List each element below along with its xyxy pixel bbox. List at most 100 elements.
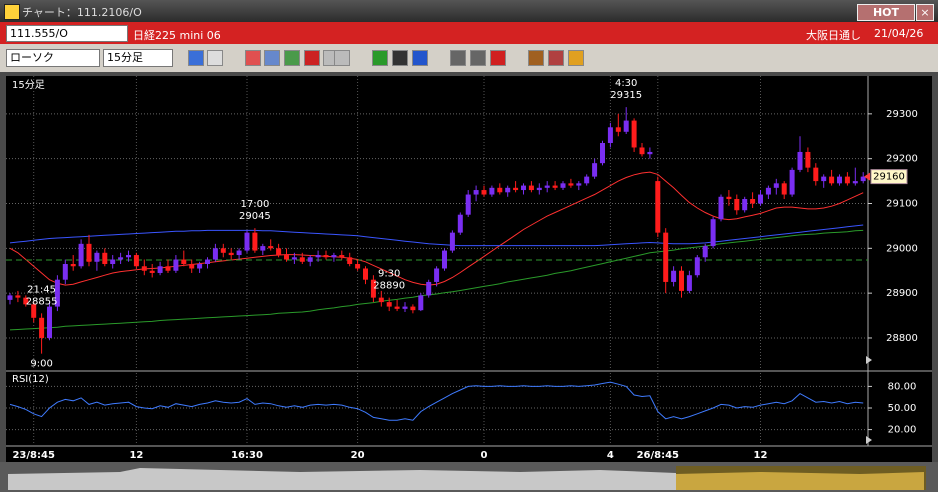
candle-body bbox=[70, 264, 76, 267]
candle-body bbox=[181, 259, 187, 265]
tool-icon[interactable] bbox=[568, 50, 584, 66]
candle-body bbox=[205, 259, 210, 265]
candle-body bbox=[86, 243, 92, 262]
x-tick-label: 16:30 bbox=[231, 450, 263, 461]
candle-body bbox=[663, 232, 669, 282]
tool-icon[interactable] bbox=[372, 50, 388, 66]
tool-icon[interactable] bbox=[490, 50, 506, 66]
candle-body bbox=[7, 295, 13, 300]
tool-icon[interactable] bbox=[548, 50, 564, 66]
close-button[interactable]: × bbox=[916, 4, 934, 21]
candle-body bbox=[378, 297, 384, 303]
candle-body bbox=[528, 185, 534, 191]
candle-body bbox=[426, 281, 432, 296]
annotation-time: 21:45 bbox=[27, 284, 56, 295]
tool-icon[interactable] bbox=[207, 50, 223, 66]
instrument: 日経225 mini 06 bbox=[133, 29, 221, 42]
x-tick-label: 4 bbox=[607, 450, 614, 461]
tool-icon[interactable] bbox=[450, 50, 466, 66]
candle-body bbox=[813, 167, 819, 182]
last-price-box bbox=[870, 169, 908, 185]
candle-body bbox=[355, 264, 361, 269]
tool-icon[interactable] bbox=[264, 50, 280, 66]
candle-body bbox=[860, 176, 866, 182]
title-bar: チャート：111.2106/O HOT × bbox=[0, 0, 938, 22]
candle-body bbox=[576, 183, 582, 186]
candle-body bbox=[623, 120, 629, 132]
candle-body bbox=[497, 187, 503, 193]
candle-body bbox=[299, 257, 305, 262]
candle-body bbox=[718, 196, 724, 220]
x-tick-label: 12 bbox=[754, 450, 768, 461]
candle-body bbox=[821, 176, 827, 182]
candle-body bbox=[631, 120, 637, 148]
candle-body bbox=[750, 199, 756, 204]
market: 大阪日通し bbox=[806, 29, 861, 42]
candle-body bbox=[260, 246, 266, 251]
candle-body bbox=[837, 176, 842, 184]
candle-body bbox=[686, 275, 692, 291]
annotation-price: 29315 bbox=[610, 90, 642, 101]
candle-body bbox=[31, 304, 37, 318]
candle-body bbox=[244, 232, 250, 251]
moving-average bbox=[9, 224, 864, 247]
candle-body bbox=[521, 185, 526, 191]
tool-icon[interactable] bbox=[304, 50, 320, 66]
candle-body bbox=[347, 257, 353, 265]
tool-icon[interactable] bbox=[412, 50, 428, 66]
candle-body bbox=[584, 176, 590, 184]
candle-body bbox=[805, 151, 811, 168]
candle-body bbox=[220, 248, 226, 253]
candle-body bbox=[370, 279, 376, 298]
overview-selected bbox=[676, 472, 924, 490]
panel bbox=[6, 372, 868, 446]
hot-button[interactable]: HOT bbox=[857, 4, 915, 21]
candle-body bbox=[331, 255, 337, 258]
marker bbox=[866, 436, 872, 444]
tool-icon[interactable] bbox=[392, 50, 408, 66]
date: 21/04/26 bbox=[874, 27, 924, 40]
y-tick-label: 29000 bbox=[886, 243, 918, 254]
candle-body bbox=[442, 250, 447, 269]
symbol-input[interactable]: 111.555/O bbox=[6, 25, 128, 42]
annotation-time: 4:30 bbox=[615, 78, 637, 89]
candle-body bbox=[481, 190, 487, 195]
annotation-time: 9:30 bbox=[378, 269, 400, 280]
candle-body bbox=[639, 147, 645, 155]
candle-body bbox=[615, 127, 621, 132]
candle-body bbox=[465, 194, 471, 215]
panel-title: 15分足 bbox=[12, 79, 45, 91]
candle-body bbox=[197, 264, 203, 269]
candle-body bbox=[62, 264, 68, 280]
tool-icon[interactable] bbox=[470, 50, 486, 66]
candle-body bbox=[133, 255, 139, 267]
candle-body bbox=[742, 199, 748, 211]
candle-body bbox=[54, 279, 60, 307]
annotation-time: 17:00 bbox=[240, 199, 269, 210]
timeframe-select[interactable]: 15分足 bbox=[103, 49, 173, 67]
tool-icon[interactable] bbox=[284, 50, 300, 66]
candle-body bbox=[702, 246, 708, 258]
tool-icon[interactable] bbox=[245, 50, 261, 66]
candle-body bbox=[694, 257, 700, 276]
tool-icon[interactable] bbox=[334, 50, 350, 66]
tool-icon[interactable] bbox=[528, 50, 544, 66]
x-tick-label: 20 bbox=[351, 450, 365, 461]
candle-body bbox=[189, 264, 195, 269]
candle-body bbox=[758, 194, 763, 204]
candle-body bbox=[173, 259, 179, 271]
tool-icon[interactable] bbox=[188, 50, 204, 66]
chart-style-select[interactable]: ローソク bbox=[6, 49, 100, 67]
candle-body bbox=[852, 181, 858, 184]
last-price-arrow bbox=[864, 172, 870, 181]
candle-body bbox=[647, 151, 653, 155]
candle-body bbox=[560, 183, 566, 188]
candle-body bbox=[236, 250, 242, 256]
candle-body bbox=[434, 268, 440, 282]
candle-body bbox=[363, 268, 368, 280]
annotation-price: 29045 bbox=[239, 211, 271, 222]
y-tick-label: 28800 bbox=[886, 333, 918, 344]
